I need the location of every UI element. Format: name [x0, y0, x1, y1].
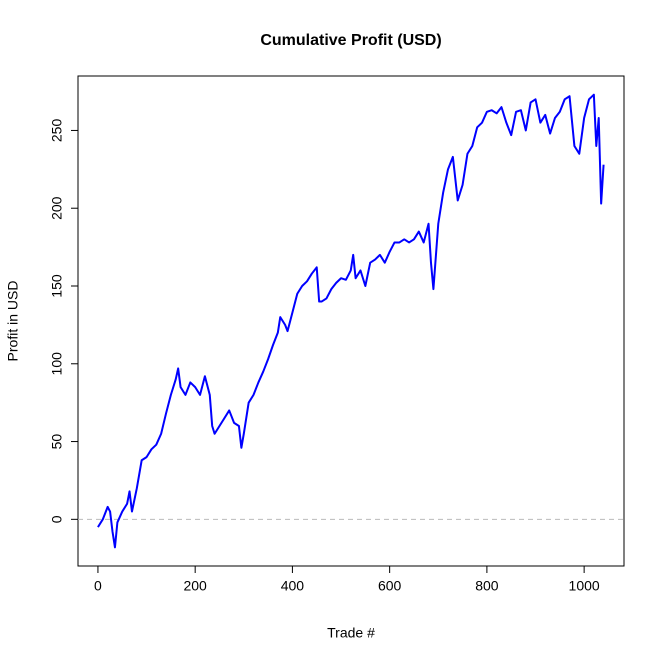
- y-tick-label: 250: [49, 119, 65, 143]
- data-line: [97, 93, 605, 549]
- x-tick-label: 0: [94, 578, 102, 594]
- x-tick-label: 800: [475, 578, 499, 594]
- chart-title: Cumulative Profit (USD): [260, 32, 441, 49]
- y-tick-label: 200: [49, 196, 65, 220]
- x-tick-label: 200: [183, 578, 207, 594]
- y-axis-label: Profit in USD: [5, 281, 21, 362]
- y-tick-label: 50: [49, 434, 65, 450]
- x-tick-label: 1000: [569, 578, 600, 594]
- y-tick-label: 100: [49, 352, 65, 376]
- x-axis-label: Trade #: [327, 625, 375, 641]
- x-tick-label: 400: [281, 578, 305, 594]
- y-tick-label: 150: [49, 274, 65, 298]
- x-tick-label: 600: [378, 578, 402, 594]
- y-tick-label: 0: [49, 515, 65, 523]
